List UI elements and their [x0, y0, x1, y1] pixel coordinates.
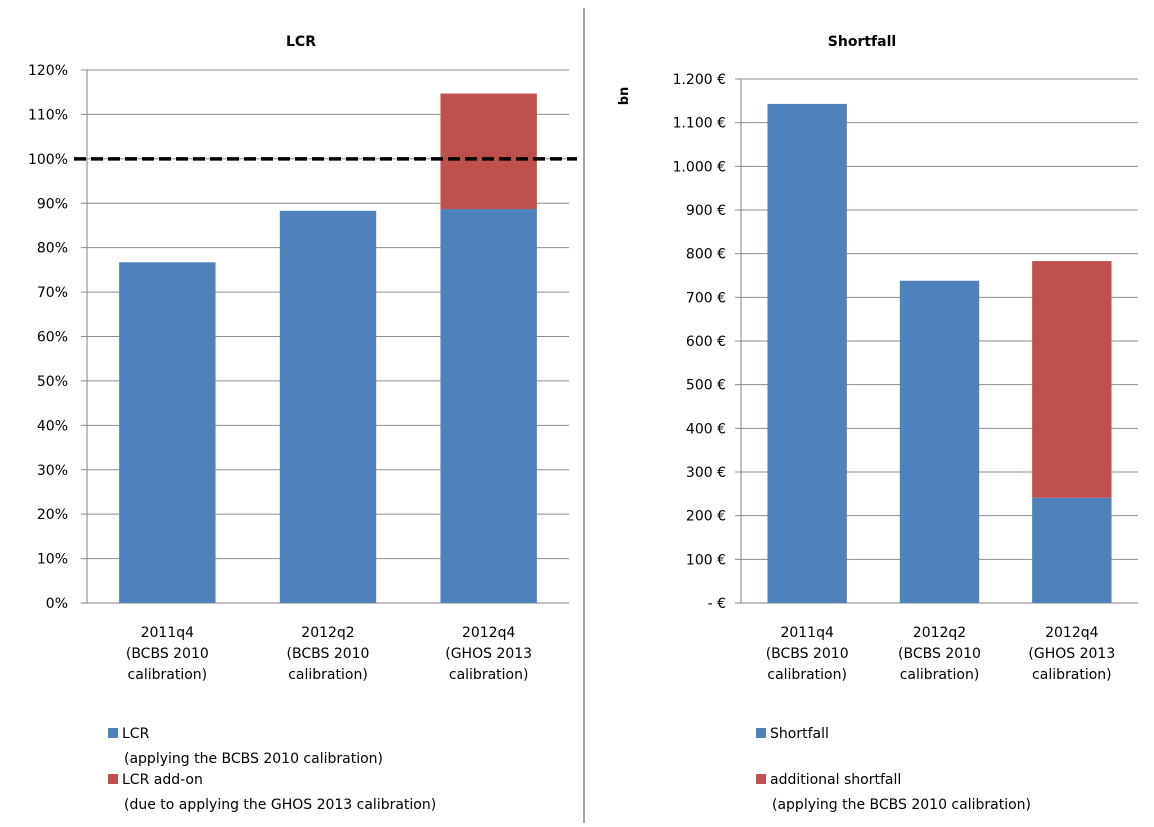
shortfall-legend-label: Shortfall — [770, 726, 829, 742]
shortfall-x-tick-label: calibration) — [1032, 667, 1112, 683]
shortfall-legend-swatch — [756, 728, 766, 738]
shortfall-bar-addon — [1032, 261, 1112, 498]
shortfall-y-tick-label: 400 € — [686, 421, 726, 437]
shortfall-x-tick-label: (BCBS 2010 — [766, 646, 849, 662]
lcr-y-tick-label: 80% — [37, 241, 68, 257]
shortfall-y-tick-label: 200 € — [686, 509, 726, 525]
shortfall-y-tick-label: 1.200 € — [673, 72, 726, 88]
lcr-y-tick-label: 110% — [28, 107, 68, 123]
lcr-x-tick-label: calibration) — [288, 667, 368, 683]
shortfall-y-tick-label: 900 € — [686, 203, 726, 219]
shortfall-y-tick-label: 300 € — [686, 465, 726, 481]
lcr-x-tick-label: 2011q4 — [141, 625, 195, 641]
panel-divider — [583, 8, 585, 823]
shortfall-y-tick-label: 100 € — [686, 552, 726, 568]
lcr-x-tick-label: (BCBS 2010 — [126, 646, 209, 662]
lcr-x-tick-label: (BCBS 2010 — [287, 646, 370, 662]
shortfall-bar-base — [1032, 497, 1112, 603]
shortfall-x-tick-label: (GHOS 2013 — [1028, 646, 1115, 662]
lcr-chart-title: LCR — [286, 34, 316, 50]
shortfall-y-tick-label: 800 € — [686, 247, 726, 263]
shortfall-x-tick-label: calibration) — [767, 667, 847, 683]
shortfall-y-tick-label: 700 € — [686, 290, 726, 306]
lcr-bar-base — [279, 210, 377, 603]
lcr-x-tick-label: calibration) — [449, 667, 529, 683]
lcr-y-tick-label: 90% — [37, 196, 68, 212]
shortfall-chart: Shortfall bn - € 100 € 200 € 300 € 400 € 500 € 6… — [617, 34, 1138, 813]
lcr-y-tick-label: 20% — [37, 507, 68, 523]
lcr-bar-addon — [440, 93, 537, 210]
lcr-y-tick-label: 0% — [46, 596, 68, 612]
shortfall-y-tick-label: 1.000 € — [673, 159, 726, 175]
lcr-y-tick-label: 100% — [28, 152, 68, 168]
lcr-x-tick-label: (GHOS 2013 — [445, 646, 532, 662]
shortfall-legend-note: (applying the BCBS 2010 calibration) — [772, 797, 1031, 813]
lcr-legend-swatch — [108, 774, 118, 784]
shortfall-y-tick-label: 600 € — [686, 334, 726, 350]
lcr-y-tick-label: 40% — [37, 418, 68, 434]
lcr-bar-base — [119, 262, 216, 603]
lcr-chart: LCR 0% 10% 20% 30% 40% 50% 60% 70% 80% 90% 100% 110%… — [28, 34, 577, 813]
lcr-y-tick-label: 50% — [37, 374, 68, 390]
shortfall-legend-label: additional shortfall — [770, 772, 901, 788]
lcr-legend-note: (applying the BCBS 2010 calibration) — [124, 751, 383, 767]
lcr-legend-swatch — [108, 728, 118, 738]
lcr-bar-base — [440, 209, 537, 603]
shortfall-y-tick-label: - € — [708, 596, 726, 612]
lcr-chart-panel: LCR 0% 10% 20% 30% 40% 50% 60% 70% 80% 90% 100% 110%… — [4, 8, 583, 823]
shortfall-bar-base — [899, 280, 980, 603]
shortfall-y-tick-label: 500 € — [686, 378, 726, 394]
shortfall-x-tick-label: 2012q2 — [913, 625, 966, 641]
lcr-legend-label: LCR add-on — [122, 772, 203, 788]
lcr-y-tick-label: 30% — [37, 463, 68, 479]
lcr-x-tick-label: 2012q4 — [462, 625, 516, 641]
lcr-y-tick-label: 70% — [37, 285, 68, 301]
lcr-x-tick-label: 2012q2 — [301, 625, 354, 641]
lcr-legend-label: LCR — [122, 726, 150, 742]
lcr-y-tick-label: 60% — [37, 330, 68, 346]
shortfall-bar-base — [767, 103, 847, 603]
lcr-y-tick-label: 120% — [28, 63, 68, 79]
lcr-y-tick-label: 10% — [37, 552, 68, 568]
lcr-legend-note: (due to applying the GHOS 2013 calibrati… — [124, 797, 436, 813]
shortfall-x-tick-label: calibration) — [900, 667, 980, 683]
shortfall-y-axis-label: bn — [617, 87, 632, 106]
lcr-x-tick-label: calibration) — [128, 667, 208, 683]
shortfall-legend-swatch — [756, 774, 766, 784]
shortfall-chart-panel: Shortfall bn - € 100 € 200 € 300 € 400 € 500 € 6… — [586, 8, 1154, 823]
shortfall-x-tick-label: 2012q4 — [1045, 625, 1099, 641]
shortfall-chart-title: Shortfall — [828, 34, 896, 50]
shortfall-x-tick-label: (BCBS 2010 — [898, 646, 981, 662]
shortfall-y-tick-label: 1.100 € — [673, 116, 726, 132]
shortfall-x-tick-label: 2011q4 — [780, 625, 834, 641]
